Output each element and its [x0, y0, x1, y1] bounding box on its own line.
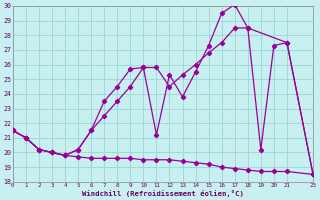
X-axis label: Windchill (Refroidissement éolien,°C): Windchill (Refroidissement éolien,°C) — [82, 190, 244, 197]
